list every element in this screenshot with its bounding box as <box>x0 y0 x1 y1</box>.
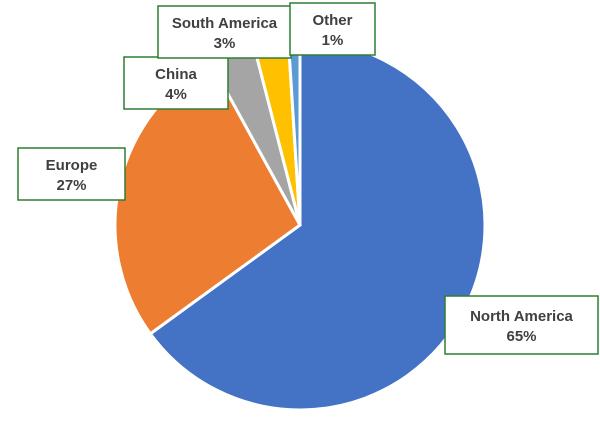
data-label-percent: 4% <box>165 86 187 103</box>
data-label-percent: 3% <box>214 35 236 52</box>
data-label-name: South America <box>172 15 278 32</box>
data-label-box <box>444 295 599 355</box>
data-label-other: Other 1% <box>289 2 376 56</box>
data-label-percent: 1% <box>322 32 344 49</box>
data-label-name: Europe <box>46 157 98 174</box>
pie-data-labels: North America 65% Europe 27% China 4% South Am… <box>17 2 599 355</box>
data-label-name: North America <box>470 308 573 325</box>
data-label-percent: 65% <box>506 328 536 345</box>
data-label-name: Other <box>312 12 352 29</box>
data-label-name: China <box>155 66 197 83</box>
data-label-north-america: North America 65% <box>444 295 599 355</box>
data-label-china: China 4% <box>123 56 229 110</box>
data-label-percent: 27% <box>56 177 86 194</box>
data-label-box <box>17 147 126 201</box>
data-label-box <box>157 5 292 59</box>
data-label-europe: Europe 27% <box>17 147 126 201</box>
data-label-south-america: South America 3% <box>157 5 292 59</box>
data-label-box <box>289 2 376 56</box>
